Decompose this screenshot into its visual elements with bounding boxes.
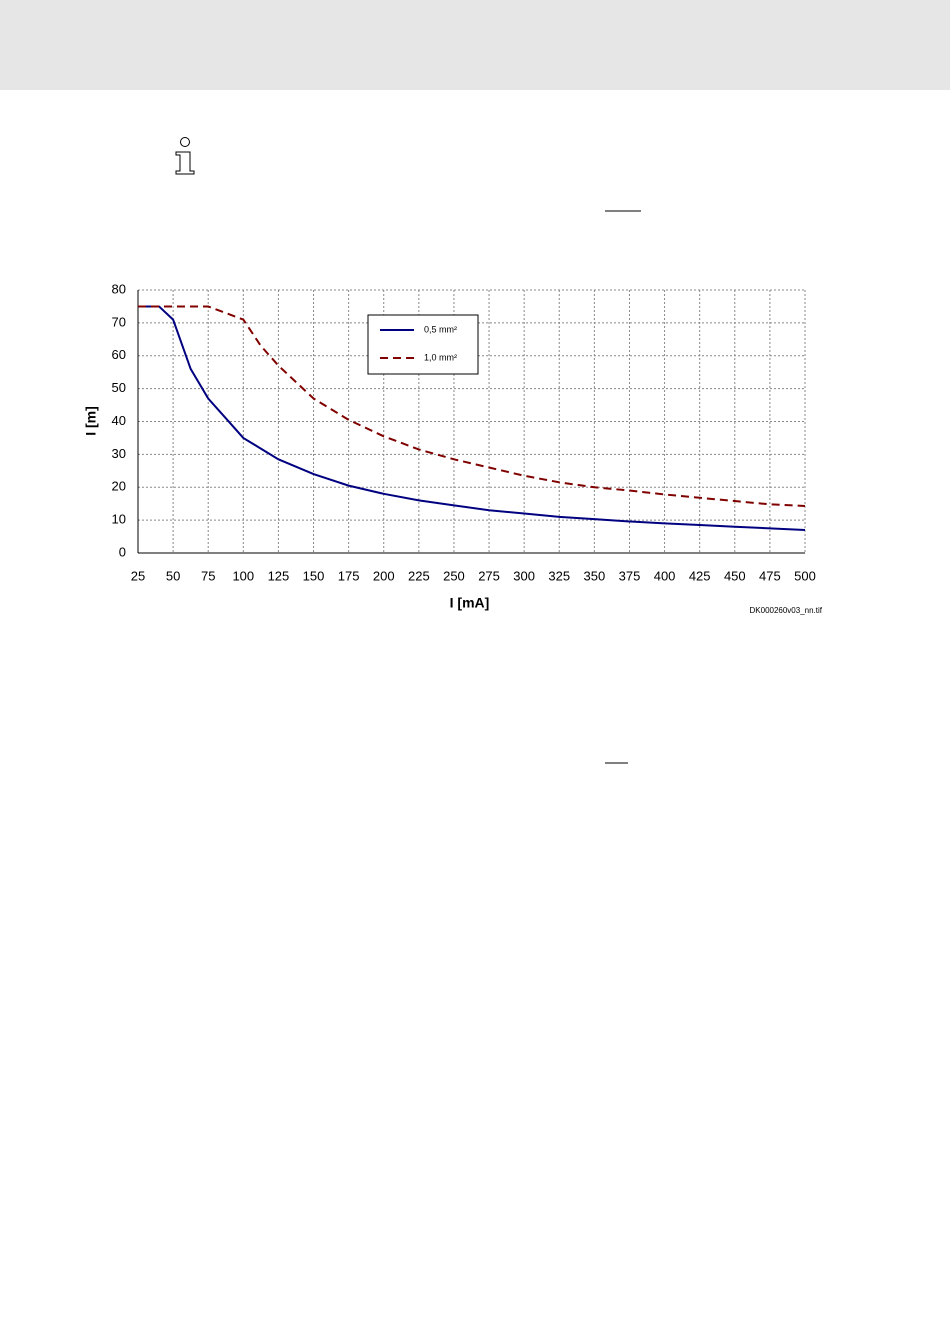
footnote: DK000260v03_nn.tif: [750, 606, 823, 615]
y-tick-label: 70: [112, 314, 126, 329]
y-tick-label: 30: [112, 446, 126, 461]
y-tick-label: 40: [112, 413, 126, 428]
x-tick-label: 175: [338, 568, 360, 583]
y-tick-label: 60: [112, 347, 126, 362]
x-tick-label: 250: [443, 568, 465, 583]
x-axis-label: I [mA]: [450, 595, 490, 611]
x-tick-label: 50: [166, 568, 180, 583]
legend-label: 1,0 mm²: [424, 352, 457, 362]
legend-label: 0,5 mm²: [424, 324, 457, 334]
series-line: [138, 305, 806, 531]
x-tick-label: 475: [759, 568, 781, 583]
x-tick-label: 275: [478, 568, 500, 583]
x-tick-label: 200: [373, 568, 395, 583]
x-tick-label: 325: [548, 568, 570, 583]
x-tick-label: 125: [268, 568, 290, 583]
x-tick-label: 400: [654, 568, 676, 583]
x-tick-label: 150: [303, 568, 325, 583]
x-tick-label: 375: [619, 568, 641, 583]
y-axis-label: I [m]: [83, 406, 99, 436]
chart: 0 10 20 30 40 50 60 70 80 25 50 75 100 125 150 175 200 22…: [83, 281, 823, 615]
x-tick-label: 75: [201, 568, 215, 583]
legend-box: [367, 314, 479, 375]
y-tick-label: 20: [112, 479, 126, 494]
y-tick-label: 80: [112, 281, 126, 296]
x-tick-label: 300: [513, 568, 535, 583]
x-tick-label: 100: [232, 568, 254, 583]
x-tick-label: 25: [131, 568, 145, 583]
y-tick-label: 50: [112, 380, 126, 395]
info-icon: [175, 137, 195, 175]
x-tick-label: 425: [689, 568, 711, 583]
x-tick-label: 500: [794, 568, 816, 583]
y-tick-label: 10: [112, 512, 126, 527]
x-tick-label: 450: [724, 568, 746, 583]
legend: 0,5 mm² 1,0 mm²: [367, 314, 479, 375]
x-tick-label: 350: [584, 568, 606, 583]
y-tick-label: 0: [119, 544, 126, 559]
x-tick-label: 225: [408, 568, 430, 583]
header-bar: [0, 0, 950, 90]
series-line: [138, 305, 806, 507]
